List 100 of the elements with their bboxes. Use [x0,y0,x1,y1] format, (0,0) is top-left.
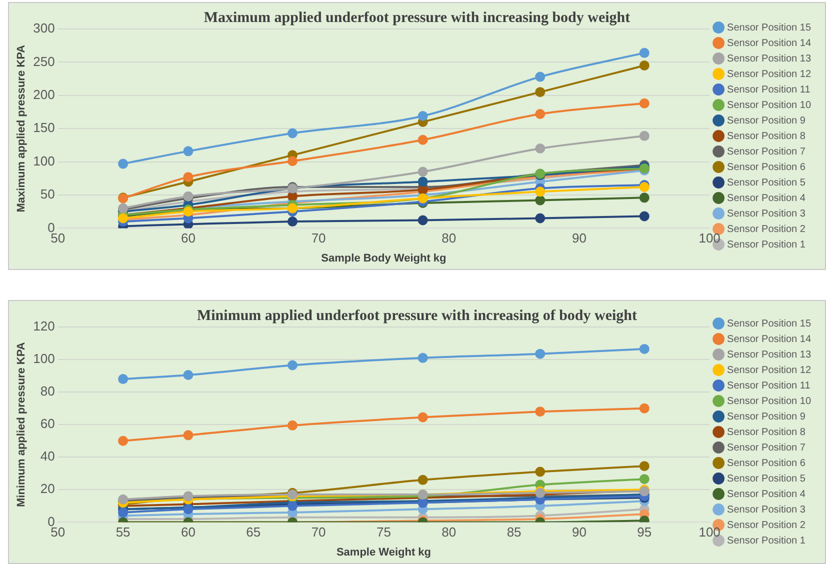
x-tick-label: 55 [116,524,130,540]
legend-label: Sensor Position 4 [727,192,806,204]
legend-label: Sensor Position 14 [727,38,812,49]
y-tick-label: 200 [33,86,55,102]
legend-label: Sensor Position 3 [727,208,806,220]
point [418,215,428,226]
legend-label: Sensor Position 1 [727,535,806,546]
point [287,360,298,370]
point [418,134,428,145]
x-tick-label: 65 [246,524,261,540]
legend-label: Sensor Position 8 [727,130,806,142]
point [535,406,546,417]
point [287,216,298,227]
point [639,48,650,58]
x-tick-label: 100 [698,230,720,246]
point [639,461,650,472]
x-tick-label: 60 [180,524,196,540]
point [535,195,546,206]
chart-title: Minimum applied underfoot pressure with increasing of body weight [196,308,638,324]
point [535,466,546,477]
y-tick-label: 0 [48,514,55,529]
legend-label: Sensor Position 11 [727,380,811,392]
y-tick-label: 60 [40,416,55,432]
legend-label: Sensor Position 8 [727,426,806,438]
x-tick-label: 85 [506,524,522,540]
chart-title: Maximum applied underfoot pressure with increasing body weight [204,10,630,26]
point [535,186,546,197]
legend-label: Sensor Position 15 [727,22,812,34]
point [418,474,428,485]
point [639,474,650,484]
legend-label: Sensor Position 6 [727,162,806,173]
x-tick-label: 90 [572,230,586,246]
legend-label: Sensor Position 9 [727,115,806,126]
point [639,211,650,222]
legend-label: Sensor Position 7 [727,146,806,158]
point [183,172,194,182]
x-tick-label: 80 [442,230,456,246]
point [418,352,428,363]
point [287,156,298,166]
x-tick-label: 100 [698,524,720,540]
y-tick-label: 80 [40,384,55,399]
legend-label: Sensor Position 13 [727,349,812,360]
point [183,370,194,380]
legend-label: Sensor Position 4 [727,488,806,500]
x-tick-label: 80 [442,524,456,540]
point [535,108,546,119]
point [118,436,128,446]
point [639,344,650,354]
point [535,87,546,98]
point [535,213,546,224]
legend-label: Sensor Position 14 [727,334,812,345]
y-tick-label: 250 [33,54,55,69]
y-tick-label: 0 [48,220,55,235]
point [118,374,128,384]
point [418,176,428,187]
point [287,420,298,430]
legend-label: Sensor Position 2 [727,224,806,235]
x-axis-title: Sample Weight kg [336,546,431,558]
y-tick-label: 100 [33,153,55,168]
legend-label: Sensor Position 15 [727,318,812,330]
legend-label: Sensor Position 7 [727,442,806,454]
legend-label: Sensor Position 9 [727,411,806,422]
legend-label: Sensor Position 2 [727,520,806,531]
y-tick-label: 40 [40,448,55,464]
point [535,72,546,82]
legend-label: Sensor Position 11 [727,84,811,96]
y-axis-title: Minimum applied pressure KPA [16,342,28,508]
legend-label: Sensor Position 6 [727,458,806,469]
y-tick-label: 120 [33,318,55,334]
point [639,403,650,414]
point [535,348,546,359]
y-tick-label: 150 [33,120,55,136]
y-axis-title: Maximum applied pressure KPA [16,44,28,212]
y-tick-label: 100 [33,351,55,366]
point [639,192,650,203]
point [639,130,650,141]
x-axis-title: Sample Body Weight kg [321,252,446,264]
legend-label: Sensor Position 10 [727,100,812,111]
point [639,98,650,108]
legend-label: Sensor Position 12 [727,364,812,376]
legend-label: Sensor Position 5 [727,177,806,188]
point [183,146,194,156]
x-tick-label: 70 [311,524,326,540]
point [418,166,428,177]
point [287,128,298,138]
legend-label: Sensor Position 5 [727,473,806,484]
y-tick-label: 20 [40,481,55,496]
legend-label: Sensor Position 13 [727,53,812,64]
point [118,507,128,518]
point [118,158,128,169]
x-tick-label: 95 [637,524,652,540]
legend-label: Sensor Position 10 [727,396,812,407]
x-tick-label: 75 [376,524,391,540]
x-tick-label: 60 [180,230,196,246]
legend-label: Sensor Position 12 [727,68,812,80]
point [418,110,428,121]
x-tick-label: 70 [311,230,326,246]
point [418,412,428,422]
x-tick-label: 90 [572,524,586,540]
legend-label: Sensor Position 1 [727,239,806,250]
